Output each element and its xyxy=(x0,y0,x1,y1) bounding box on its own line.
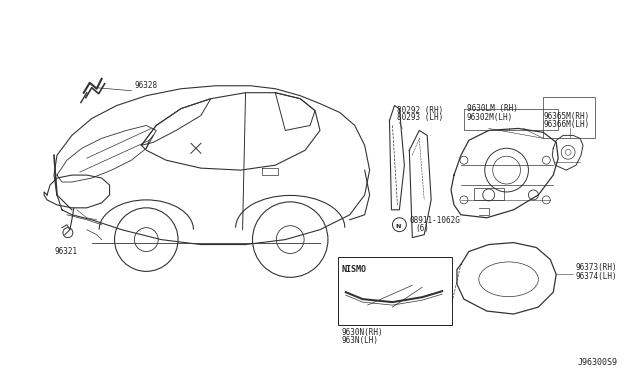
Bar xyxy=(338,257,452,325)
Text: 96366M(LH): 96366M(LH) xyxy=(543,121,589,129)
Text: 963N(LH): 963N(LH) xyxy=(342,336,379,345)
Bar xyxy=(464,109,558,131)
Text: 96328: 96328 xyxy=(134,81,157,90)
Text: 96373(RH): 96373(RH) xyxy=(575,263,617,272)
Text: 80292 (RH): 80292 (RH) xyxy=(397,106,444,115)
Text: 08911-1062G: 08911-1062G xyxy=(410,216,460,225)
Text: 9630N(RH): 9630N(RH) xyxy=(342,328,383,337)
Text: NISMO: NISMO xyxy=(342,265,367,275)
Text: 9630LM (RH): 9630LM (RH) xyxy=(467,103,518,113)
Text: (6): (6) xyxy=(415,224,429,232)
Text: 96302M(LH): 96302M(LH) xyxy=(467,112,513,122)
Text: 96321: 96321 xyxy=(54,247,77,256)
Text: 96374(LH): 96374(LH) xyxy=(575,272,617,281)
Text: 80293 (LH): 80293 (LH) xyxy=(397,113,444,122)
Text: N: N xyxy=(396,224,401,229)
Bar xyxy=(474,188,504,200)
Text: J96300S9: J96300S9 xyxy=(578,357,618,367)
Text: 96365M(RH): 96365M(RH) xyxy=(543,112,589,121)
Bar xyxy=(543,97,595,138)
